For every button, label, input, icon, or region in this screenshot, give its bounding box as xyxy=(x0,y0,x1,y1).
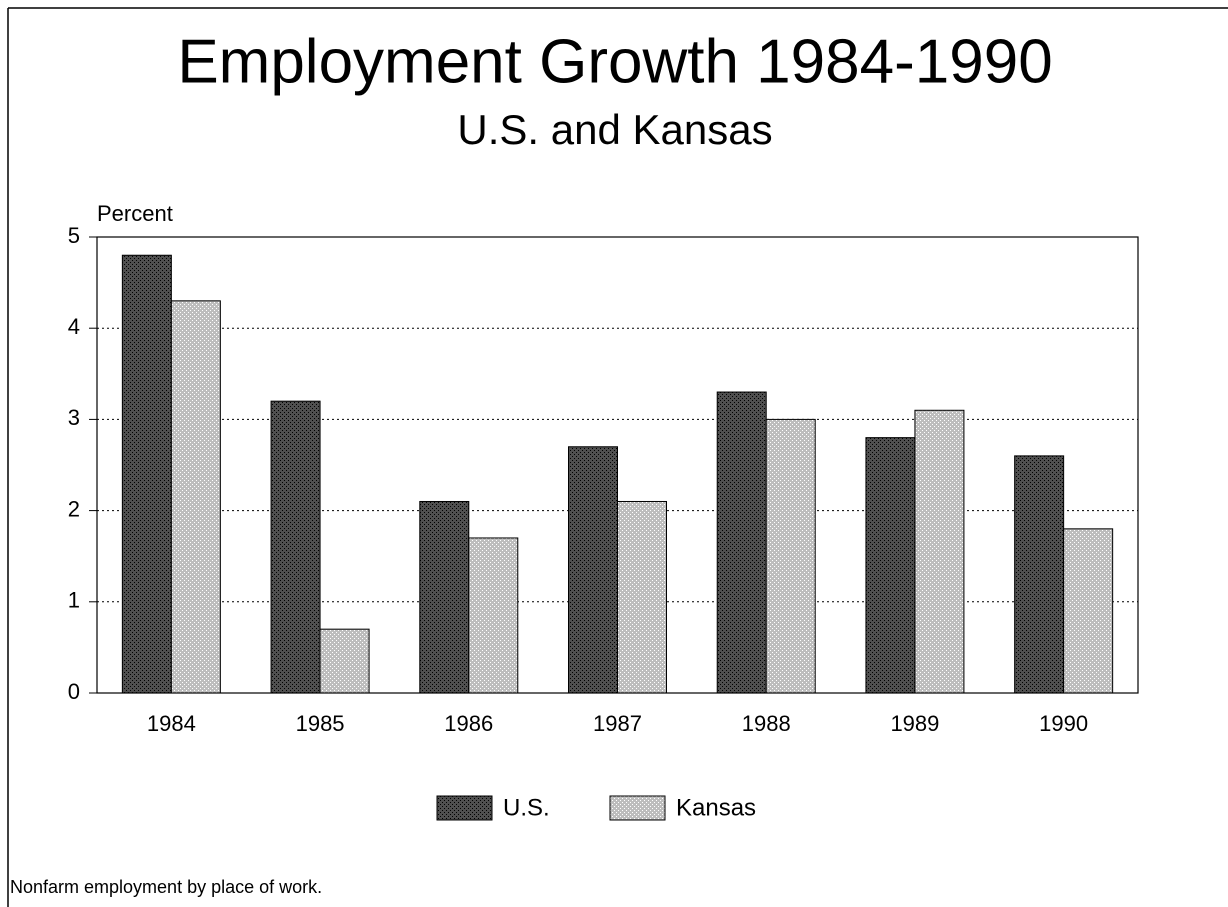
legend-swatch xyxy=(436,795,493,821)
bar xyxy=(270,400,321,694)
legend-label: U.S. xyxy=(503,794,550,821)
bar xyxy=(468,537,519,694)
y-tick-label: 0 xyxy=(68,679,80,704)
x-tick-label: 1988 xyxy=(742,711,791,736)
bar xyxy=(1014,455,1065,694)
bar xyxy=(914,409,965,694)
legend-swatch xyxy=(609,795,666,821)
chart-title: Employment Growth 1984-1990 xyxy=(177,27,1052,96)
x-tick-label: 1989 xyxy=(890,711,939,736)
y-tick-label: 3 xyxy=(68,405,80,430)
x-tick-label: 1986 xyxy=(444,711,493,736)
bar xyxy=(865,437,916,694)
footnote: Nonfarm employment by place of work. xyxy=(10,877,322,897)
y-tick-label: 1 xyxy=(68,588,80,613)
bar xyxy=(617,500,667,694)
bar xyxy=(1063,528,1114,694)
bar xyxy=(319,628,370,694)
bar xyxy=(568,446,618,694)
bar xyxy=(765,418,816,694)
plot-frame xyxy=(96,236,1139,694)
y-tick-label: 5 xyxy=(68,223,80,248)
y-tick-label: 2 xyxy=(68,496,80,521)
x-tick-label: 1985 xyxy=(296,711,345,736)
x-tick-label: 1984 xyxy=(147,711,196,736)
bar xyxy=(170,300,221,694)
chart-subtitle: U.S. and Kansas xyxy=(457,106,772,153)
bar xyxy=(716,391,767,694)
x-tick-label: 1990 xyxy=(1039,711,1088,736)
x-tick-label: 1987 xyxy=(593,711,642,736)
bar xyxy=(121,254,172,694)
legend-label: Kansas xyxy=(676,794,756,821)
bar xyxy=(419,500,470,694)
y-tick-label: 4 xyxy=(68,314,80,339)
y-axis-label: Percent xyxy=(97,201,173,226)
